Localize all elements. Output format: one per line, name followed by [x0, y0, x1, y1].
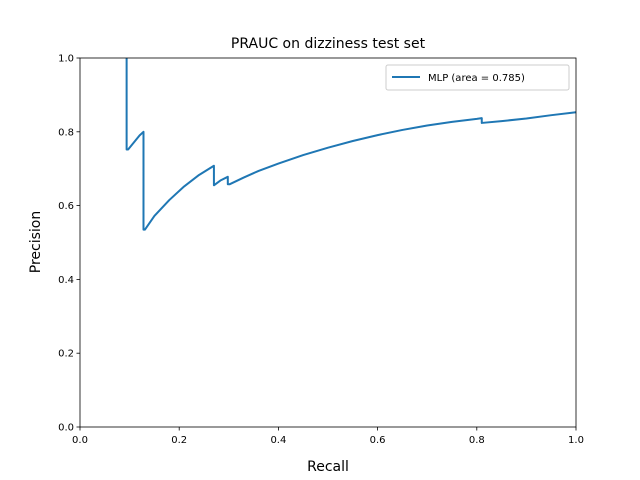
- y-tick-label: 1.0: [58, 54, 74, 65]
- x-tick-label: 0.8: [469, 435, 485, 446]
- series-line-0: [125, 58, 577, 231]
- x-tick-label: 0.0: [72, 435, 88, 446]
- legend-label-mlp: MLP (area = 0.785): [428, 73, 525, 84]
- x-tick-label: 0.4: [270, 435, 286, 446]
- y-axis-ticks: 0.0 0.2 0.4 0.6 0.8 1.0: [58, 54, 80, 434]
- y-axis-label: Precision: [28, 211, 44, 273]
- chart-title: PRAUC on dizziness test set: [231, 36, 426, 52]
- series-layer: [125, 58, 577, 231]
- y-tick-label: 0.6: [58, 201, 74, 212]
- x-tick-label: 0.6: [370, 435, 386, 446]
- y-tick-label: 0.8: [58, 127, 74, 138]
- y-tick-label: 0.4: [58, 275, 74, 286]
- plot-background: [80, 58, 576, 427]
- x-axis-ticks: 0.0 0.2 0.4 0.6 0.8 1.0: [72, 427, 584, 446]
- plot-area: [79, 57, 577, 428]
- x-axis-label: Recall: [307, 459, 349, 475]
- plot-frame: [79, 57, 577, 428]
- x-tick-label: 1.0: [568, 435, 584, 446]
- y-tick-label: 0.2: [58, 349, 74, 360]
- y-tick-label: 0.0: [58, 423, 74, 434]
- x-tick-label: 0.2: [171, 435, 187, 446]
- legend-box: [385, 64, 570, 91]
- legend: MLP (area = 0.785): [385, 64, 570, 91]
